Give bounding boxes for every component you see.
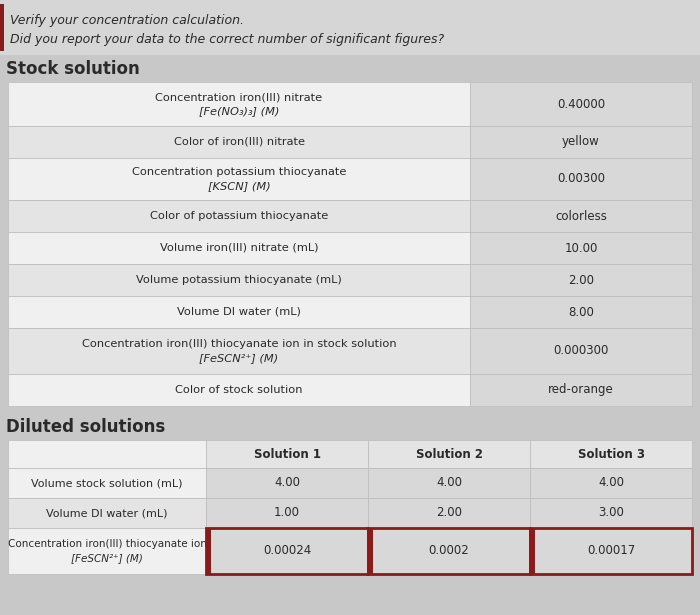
Bar xyxy=(470,158,692,200)
Bar xyxy=(206,440,368,468)
Bar xyxy=(470,200,692,232)
Bar xyxy=(206,498,368,528)
Text: Solution 1: Solution 1 xyxy=(253,448,321,461)
Text: red-orange: red-orange xyxy=(548,384,614,397)
Text: 2.00: 2.00 xyxy=(568,274,594,287)
Text: Concentration iron(III) nitrate: Concentration iron(III) nitrate xyxy=(155,92,323,102)
Text: Stock solution: Stock solution xyxy=(6,60,140,78)
Text: 4.00: 4.00 xyxy=(436,477,462,490)
Bar xyxy=(8,328,470,374)
Text: 10.00: 10.00 xyxy=(564,242,598,255)
Bar xyxy=(368,498,530,528)
Text: 0.000300: 0.000300 xyxy=(553,344,609,357)
Text: Color of stock solution: Color of stock solution xyxy=(175,385,302,395)
Bar xyxy=(470,82,692,126)
Bar xyxy=(470,232,692,264)
Text: Color of potassium thiocyanate: Color of potassium thiocyanate xyxy=(150,211,328,221)
Bar xyxy=(368,468,530,498)
Text: Volume potassium thiocyanate (mL): Volume potassium thiocyanate (mL) xyxy=(136,275,342,285)
Bar xyxy=(8,374,470,406)
Text: [FeSCN²⁺] (M): [FeSCN²⁺] (M) xyxy=(71,553,143,563)
Bar xyxy=(530,440,692,468)
Bar xyxy=(470,126,692,158)
Text: Did you report your data to the correct number of significant figures?: Did you report your data to the correct … xyxy=(10,33,444,46)
Bar xyxy=(206,528,211,574)
Bar xyxy=(8,126,470,158)
Bar xyxy=(8,200,470,232)
Text: 2.00: 2.00 xyxy=(436,507,462,520)
Bar xyxy=(206,468,368,498)
Bar xyxy=(8,440,206,468)
Text: [Fe(NO₃)₃] (M): [Fe(NO₃)₃] (M) xyxy=(199,106,279,116)
Text: 8.00: 8.00 xyxy=(568,306,594,319)
Text: Solution 3: Solution 3 xyxy=(578,448,645,461)
Bar xyxy=(8,264,470,296)
Text: Volume stock solution (mL): Volume stock solution (mL) xyxy=(32,478,183,488)
Text: Diluted solutions: Diluted solutions xyxy=(6,418,165,436)
Text: 0.40000: 0.40000 xyxy=(557,98,605,111)
Text: Volume DI water (mL): Volume DI water (mL) xyxy=(177,307,301,317)
Bar xyxy=(8,82,470,126)
Text: 0.00024: 0.00024 xyxy=(263,544,311,558)
Text: 1.00: 1.00 xyxy=(274,507,300,520)
Text: Solution 2: Solution 2 xyxy=(416,448,482,461)
Bar xyxy=(206,528,368,574)
Text: 3.00: 3.00 xyxy=(598,507,624,520)
Text: Verify your concentration calculation.: Verify your concentration calculation. xyxy=(10,14,244,27)
Bar xyxy=(8,232,470,264)
Bar xyxy=(8,468,206,498)
Bar xyxy=(530,528,692,574)
Bar xyxy=(470,296,692,328)
Bar xyxy=(470,264,692,296)
Bar xyxy=(206,528,368,574)
Text: Concentration iron(III) thiocyanate ion in stock solution: Concentration iron(III) thiocyanate ion … xyxy=(82,339,396,349)
Bar xyxy=(530,528,535,574)
Text: 4.00: 4.00 xyxy=(598,477,624,490)
Text: 4.00: 4.00 xyxy=(274,477,300,490)
Text: 0.00017: 0.00017 xyxy=(587,544,635,558)
Text: colorless: colorless xyxy=(555,210,607,223)
Text: [FeSCN²⁺] (M): [FeSCN²⁺] (M) xyxy=(199,353,279,363)
Bar xyxy=(8,158,470,200)
Text: yellow: yellow xyxy=(562,135,600,148)
Text: Concentration potassium thiocyanate: Concentration potassium thiocyanate xyxy=(132,167,346,177)
Bar xyxy=(8,528,206,574)
Bar xyxy=(530,468,692,498)
Bar xyxy=(470,328,692,374)
Text: Color of iron(III) nitrate: Color of iron(III) nitrate xyxy=(174,137,304,147)
Text: Concentration iron(III) thiocyanate ion: Concentration iron(III) thiocyanate ion xyxy=(8,539,206,549)
Bar xyxy=(530,498,692,528)
Bar xyxy=(368,528,530,574)
Bar xyxy=(368,440,530,468)
Bar xyxy=(530,528,692,574)
Text: 0.0002: 0.0002 xyxy=(428,544,470,558)
Text: Volume DI water (mL): Volume DI water (mL) xyxy=(46,508,168,518)
Bar xyxy=(8,498,206,528)
Bar xyxy=(368,528,373,574)
Bar xyxy=(0,0,700,55)
Text: [KSCN] (M): [KSCN] (M) xyxy=(208,181,270,191)
Text: Volume iron(III) nitrate (mL): Volume iron(III) nitrate (mL) xyxy=(160,243,318,253)
Bar xyxy=(0,4,4,51)
Bar xyxy=(470,374,692,406)
Text: 0.00300: 0.00300 xyxy=(557,172,605,186)
Bar xyxy=(368,528,530,574)
Bar xyxy=(8,296,470,328)
